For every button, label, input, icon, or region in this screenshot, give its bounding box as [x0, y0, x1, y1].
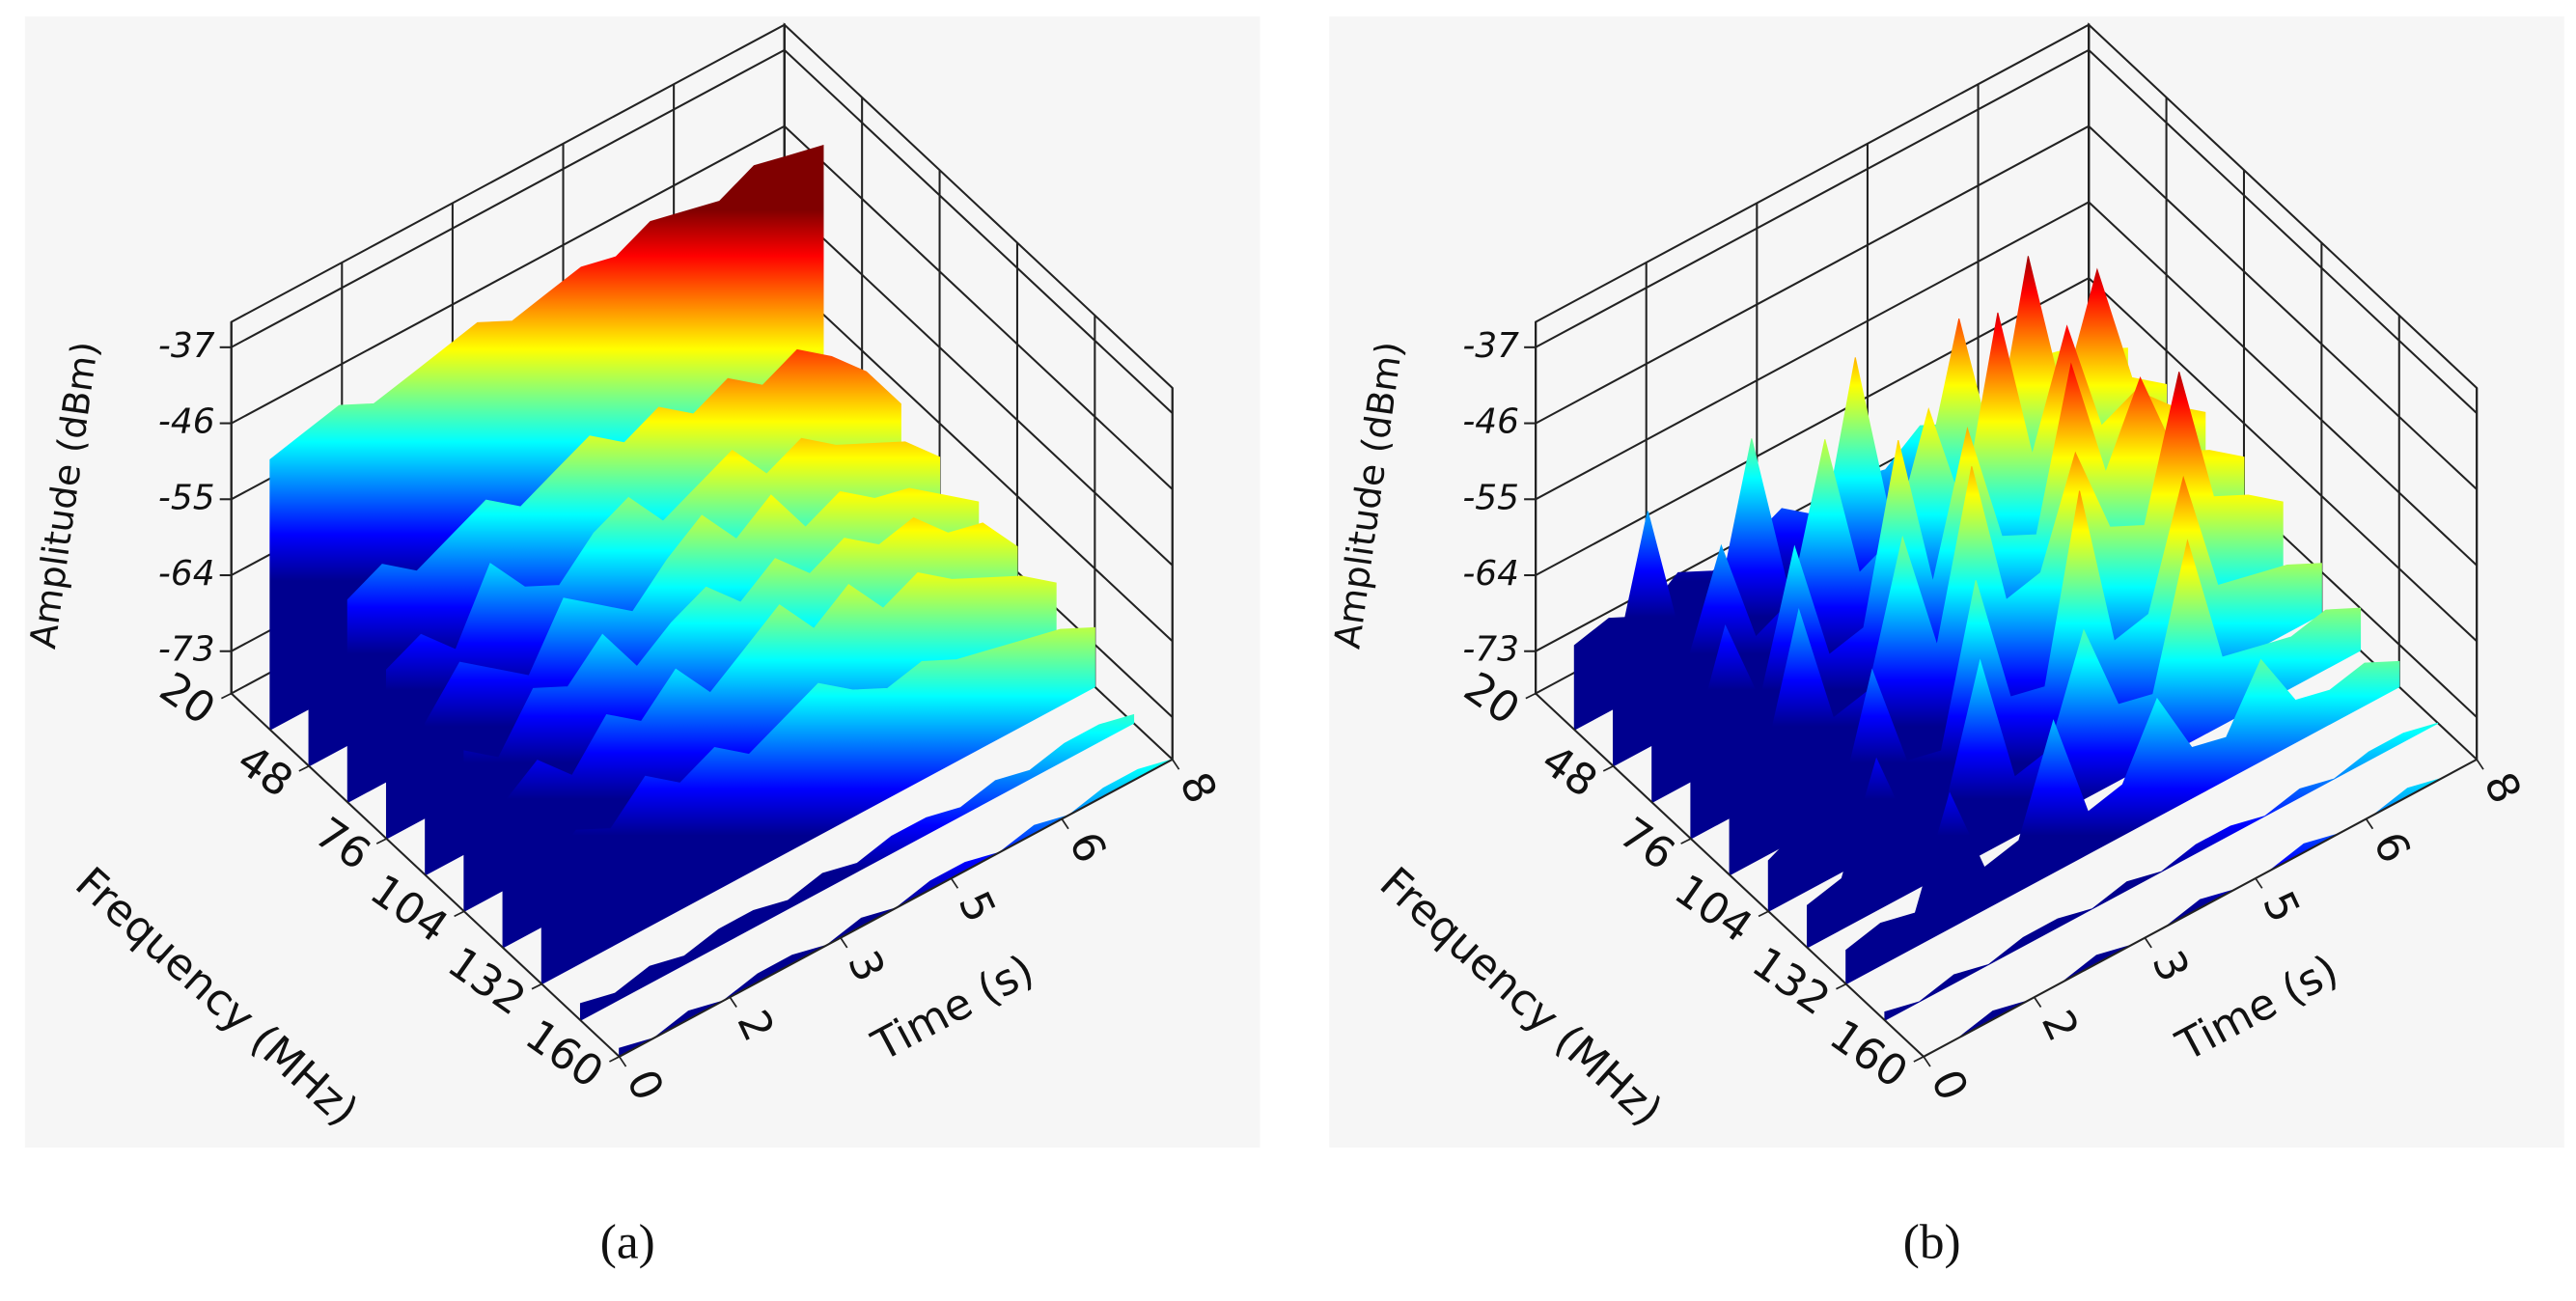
z-tick-label: -46: [158, 402, 215, 442]
tick-mark: [1061, 818, 1069, 830]
tick-mark: [729, 996, 737, 1008]
surface-ribbon: [1845, 658, 2400, 985]
tick-mark: [2034, 996, 2042, 1008]
tick-mark: [298, 764, 310, 772]
surface-ribbon: [540, 626, 1095, 985]
z-tick-label: -64: [158, 554, 215, 594]
tick-mark: [1525, 692, 1537, 700]
tick-mark: [618, 1056, 627, 1067]
tick-mark: [1172, 759, 1180, 770]
tick-mark: [2365, 818, 2374, 830]
z-tick-label: -37: [1462, 326, 1519, 366]
tick-mark: [2476, 759, 2484, 770]
tick-mark: [454, 910, 465, 918]
grid-line: [1535, 125, 2478, 490]
tick-mark: [375, 838, 387, 844]
tick-mark: [1680, 838, 1692, 844]
grid-line: [231, 48, 1174, 414]
z-tick-label: -46: [1462, 402, 1519, 442]
tick-mark: [840, 937, 848, 949]
tick-mark: [531, 983, 542, 990]
tick-mark: [221, 692, 233, 700]
z-tick-label: -55: [1462, 478, 1519, 517]
grid-line: [1535, 276, 2478, 643]
z-tick-label: -55: [158, 478, 215, 517]
grid-line: [231, 125, 1174, 490]
grid-line: [1535, 48, 2478, 414]
caption: (b): [1903, 1214, 1961, 1269]
tick-mark: [1602, 764, 1614, 772]
z-tick-label: -64: [1462, 554, 1519, 594]
tick-mark: [2144, 937, 2152, 949]
z-tick-label: -73: [158, 630, 215, 670]
surface-ribbon: [579, 713, 1135, 1022]
tick-mark: [1836, 983, 1847, 990]
grid-line: [1535, 201, 2478, 567]
tick-mark: [2255, 877, 2263, 889]
z-tick-label: -73: [1462, 630, 1519, 670]
surface-ribbon: [1884, 722, 2439, 1022]
z-tick-label: -37: [158, 326, 215, 366]
tick-mark: [950, 877, 959, 889]
caption: (a): [600, 1214, 655, 1269]
tick-mark: [609, 1056, 621, 1063]
tick-mark: [1913, 1056, 1925, 1063]
tick-mark: [1923, 1056, 1931, 1067]
tick-mark: [1758, 910, 1769, 918]
